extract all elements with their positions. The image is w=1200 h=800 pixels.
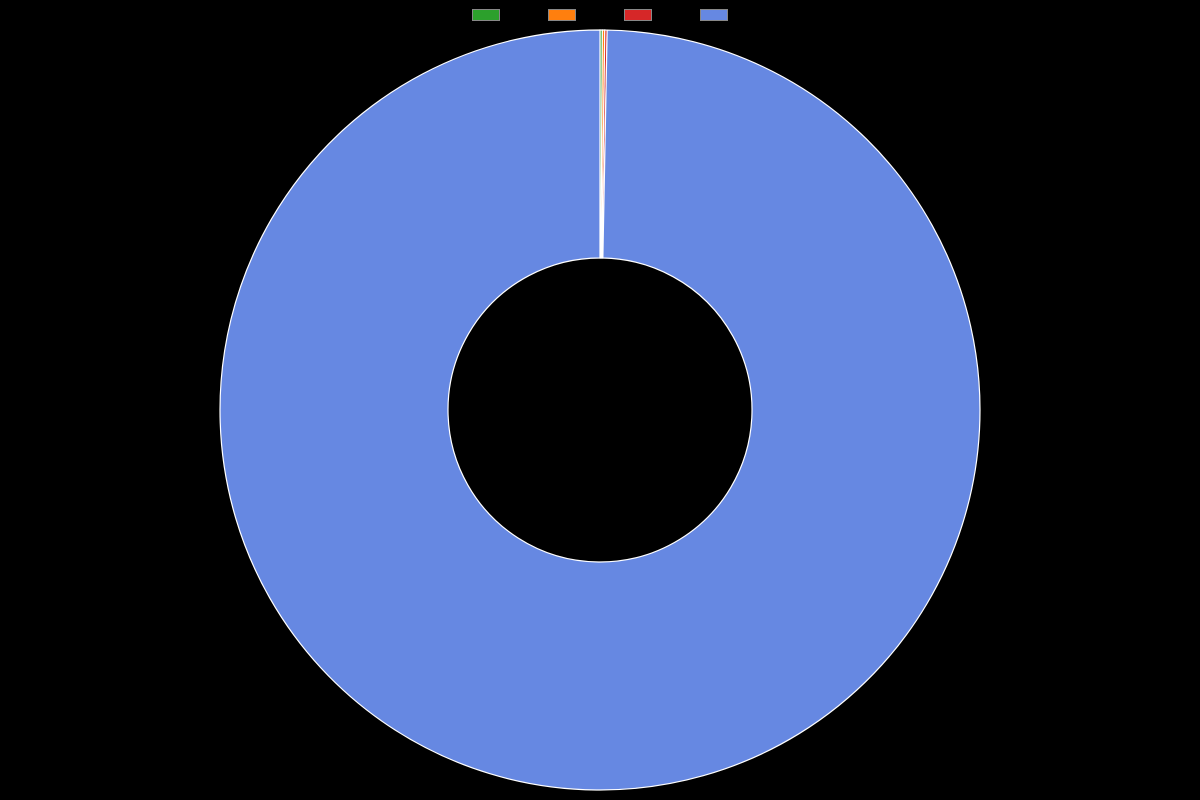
legend-swatch-icon xyxy=(472,9,500,21)
donut-slice-3 xyxy=(220,30,980,790)
legend-item-1 xyxy=(548,6,576,24)
legend-swatch-icon xyxy=(700,9,728,21)
legend-item-0 xyxy=(472,6,500,24)
legend-item-2 xyxy=(624,6,652,24)
legend-swatch-icon xyxy=(624,9,652,21)
chart-legend xyxy=(0,0,1200,24)
legend-swatch-icon xyxy=(548,9,576,21)
legend-item-3 xyxy=(700,6,728,24)
donut-chart xyxy=(0,24,1200,800)
